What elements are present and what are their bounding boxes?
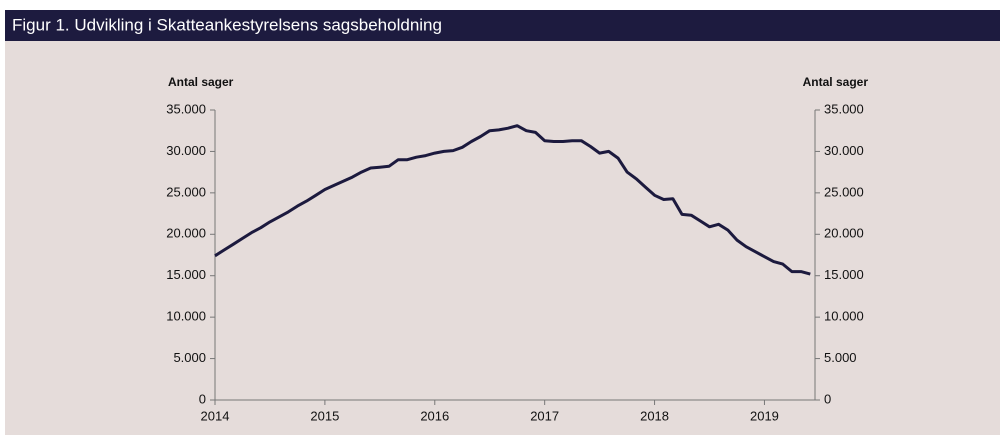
x-tick-label: 2015 [310, 408, 339, 423]
x-tick-label: 2017 [530, 408, 559, 423]
y2-tick-label: 30.000 [824, 143, 864, 158]
line-series [214, 124, 811, 276]
y2-tick-label: 20.000 [824, 226, 864, 241]
y-tick-label: 0 [199, 391, 206, 406]
y2-tick-label: 15.000 [824, 267, 864, 282]
x-tick-label: 2014 [201, 408, 230, 423]
chart-title: Figur 1. Udvikling i Skatteankestyrelsen… [12, 15, 442, 34]
y-tick-label: 30.000 [166, 143, 206, 158]
y-tick-label: 10.000 [166, 309, 206, 324]
y-tick-label: 35.000 [166, 101, 206, 116]
y-axis-label: Antal sager [168, 75, 234, 89]
y2-axis-label: Antal sager [803, 75, 869, 89]
y-tick-label: 15.000 [166, 267, 206, 282]
y-tick-label: 25.000 [166, 184, 206, 199]
y2-tick-label: 10.000 [824, 309, 864, 324]
y2-tick-label: 5.000 [824, 350, 857, 365]
y-tick-label: 5.000 [173, 350, 206, 365]
y2-tick-label: 35.000 [824, 101, 864, 116]
x-tick-label: 2019 [750, 408, 779, 423]
y2-tick-label: 0 [824, 391, 831, 406]
y-tick-label: 20.000 [166, 226, 206, 241]
x-tick-label: 2016 [420, 408, 449, 423]
chart-background [5, 40, 1000, 435]
title-band [5, 10, 1000, 41]
y2-tick-label: 25.000 [824, 184, 864, 199]
x-tick-label: 2018 [640, 408, 669, 423]
